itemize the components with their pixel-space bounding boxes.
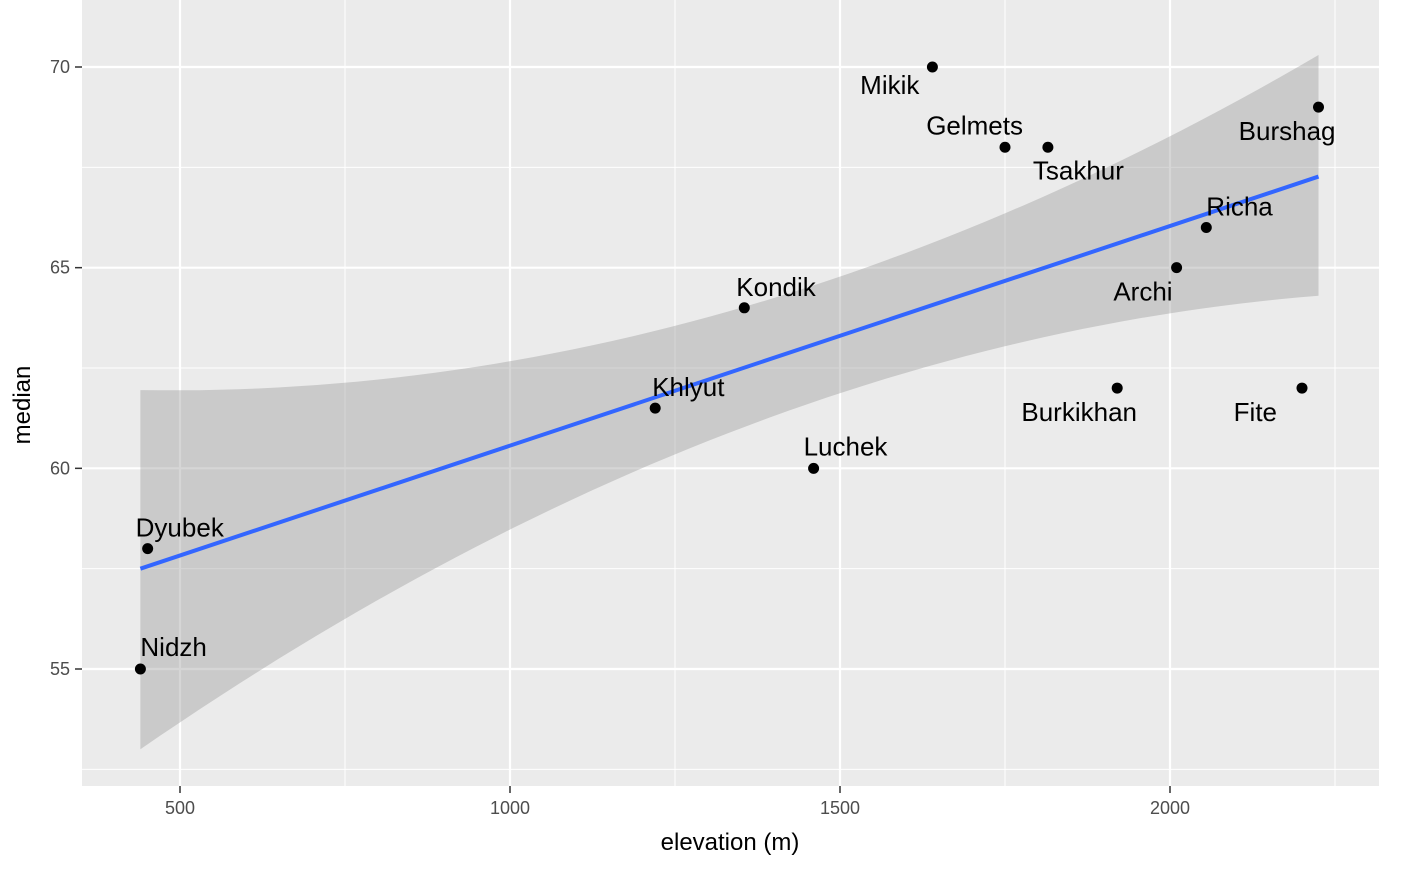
point-label-burkikhan: Burkikhan — [1021, 397, 1137, 427]
point-label-burshag: Burshag — [1239, 116, 1336, 146]
confidence-band — [140, 55, 1319, 750]
point-label-khlyut: Khlyut — [652, 372, 725, 402]
y-tick-label: 55 — [50, 659, 70, 679]
data-point-fite — [1296, 382, 1308, 394]
data-point-burkikhan — [1111, 382, 1123, 394]
x-tick-label: 2000 — [1150, 798, 1190, 818]
major-grid-lines — [82, 0, 1379, 786]
data-point-nidzh — [134, 663, 146, 675]
x-axis-title: elevation (m) — [661, 829, 800, 856]
point-label-kondik: Kondik — [736, 272, 816, 302]
x-axis: 500 1000 1500 2000 — [165, 786, 1190, 818]
data-point-richa — [1200, 222, 1212, 234]
data-points — [134, 61, 1324, 675]
data-point-kondik — [738, 302, 750, 314]
plot-panel — [82, 0, 1379, 786]
data-point-khlyut — [649, 402, 661, 414]
point-label-archi: Archi — [1113, 277, 1172, 307]
y-tick-label: 60 — [50, 458, 70, 478]
y-tick-label: 70 — [50, 57, 70, 77]
y-axis: 55 60 65 70 — [50, 57, 82, 679]
y-axis-title: median — [9, 366, 36, 445]
x-tick-label: 500 — [165, 798, 195, 818]
point-label-luchek: Luchek — [804, 431, 889, 461]
data-point-burshag — [1313, 101, 1324, 113]
data-point-labels: Nidzh Dyubek Khlyut Kondik Luchek MikikGelmet… — [136, 70, 1336, 662]
point-label-tsakhur: Tsakhur — [1033, 155, 1124, 185]
point-label-mikik: Mikik — [860, 70, 920, 100]
x-tick-label: 1500 — [820, 798, 860, 818]
point-label-gelmets: Gelmets — [926, 110, 1023, 140]
y-tick-label: 65 — [50, 258, 70, 278]
regression-line — [139, 174, 1320, 571]
data-point-mikik — [926, 61, 938, 73]
point-label-fite: Fite — [1234, 397, 1277, 427]
data-point-luchek — [808, 462, 820, 474]
point-label-richa: Richa — [1206, 192, 1273, 222]
data-point-dyubek — [142, 543, 154, 555]
point-label-nidzh: Nidzh — [140, 632, 206, 662]
x-tick-label: 1000 — [490, 798, 530, 818]
minor-grid-lines — [82, 0, 1379, 786]
data-point-gelmets — [999, 141, 1011, 153]
data-point-tsakhur — [1042, 141, 1054, 153]
data-point-archi — [1171, 262, 1183, 274]
point-label-dyubek: Dyubek — [136, 513, 225, 543]
